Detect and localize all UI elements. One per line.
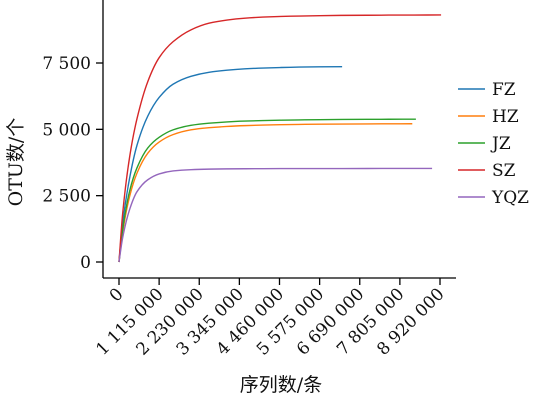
y-tick-label: 5 000 xyxy=(42,120,91,140)
y-axis-ticks: 0 2 500 5 000 7 500 xyxy=(42,54,103,273)
plot-lines xyxy=(118,14,442,263)
legend-label-hz: HZ xyxy=(492,107,519,127)
legend: FZ HZ JZ SZ YQZ xyxy=(458,80,529,208)
x-tick-label: 0 xyxy=(106,284,128,306)
series-line-yqz xyxy=(118,167,433,263)
series-line-sz xyxy=(118,14,442,263)
x-axis-label: 序列数/条 xyxy=(240,374,322,396)
y-tick-label: 0 xyxy=(80,253,91,273)
series-line-jz xyxy=(118,118,416,263)
y-tick-label: 7 500 xyxy=(42,54,91,74)
y-axis-label: OTU数/个 xyxy=(5,118,27,207)
series-line-fz xyxy=(118,66,343,263)
legend-label-fz: FZ xyxy=(492,80,516,100)
legend-label-yqz: YQZ xyxy=(491,188,529,208)
legend-label-sz: SZ xyxy=(492,161,516,181)
legend-label-jz: JZ xyxy=(490,134,511,154)
y-tick-label: 2 500 xyxy=(42,187,91,207)
series-line-hz xyxy=(118,123,413,263)
